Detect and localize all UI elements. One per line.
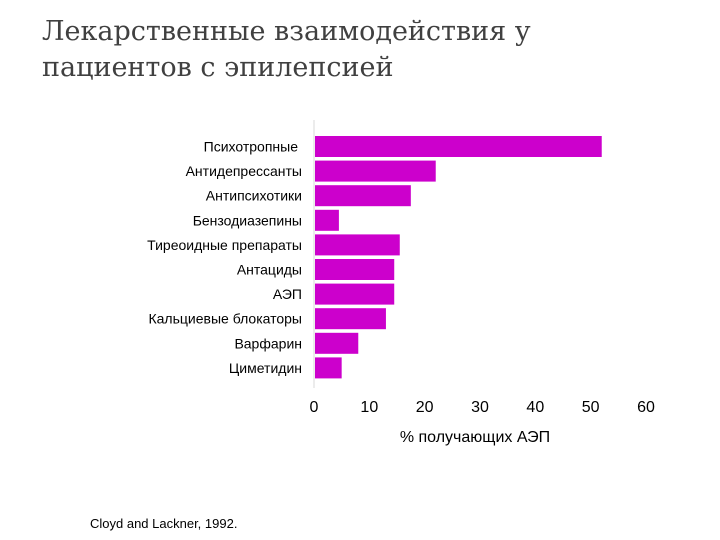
x-tick-10: 10	[360, 399, 378, 416]
category-label-5: Тиреоидные препараты	[147, 237, 302, 253]
category-label-4: Бензодиазепины	[193, 212, 302, 228]
category-label-2: Антидепрессанты	[186, 163, 302, 179]
bar-8	[315, 308, 386, 330]
category-label-9: Варфарин	[234, 335, 302, 351]
source-citation: Cloyd and Lackner, 1992.	[90, 516, 238, 531]
slide-title: Лекарственные взаимодействия у пациентов…	[42, 16, 531, 83]
category-labels: Психотропные Антидепрессанты Антипсихотики…	[147, 139, 302, 376]
bar-3	[315, 185, 411, 207]
category-label-10: Циметидин	[229, 360, 302, 376]
x-tick-40: 40	[526, 399, 544, 416]
category-label-3: Антипсихотики	[206, 188, 302, 204]
x-tick-labels: 0 10 20 30 40 50 60	[310, 399, 655, 416]
x-tick-30: 30	[471, 399, 489, 416]
x-tick-50: 50	[582, 399, 600, 416]
category-label-1: Психотропные	[204, 139, 299, 155]
bar-5	[315, 234, 400, 256]
x-tick-60: 60	[637, 399, 655, 416]
x-tick-20: 20	[416, 399, 434, 416]
category-label-7: АЭП	[273, 286, 302, 302]
x-tick-0: 0	[310, 399, 319, 416]
bar-7	[315, 283, 395, 305]
category-label-8: Кальциевые блокаторы	[148, 311, 302, 327]
bar-1	[315, 136, 602, 157]
bars-group	[315, 136, 602, 379]
x-axis-label: % получающих АЭП	[400, 429, 550, 446]
bar-10	[315, 357, 342, 379]
category-label-6: Антациды	[237, 262, 302, 278]
bar-2	[315, 160, 436, 182]
bar-6	[315, 259, 395, 280]
bar-9	[315, 332, 359, 354]
bar-4	[315, 209, 339, 231]
